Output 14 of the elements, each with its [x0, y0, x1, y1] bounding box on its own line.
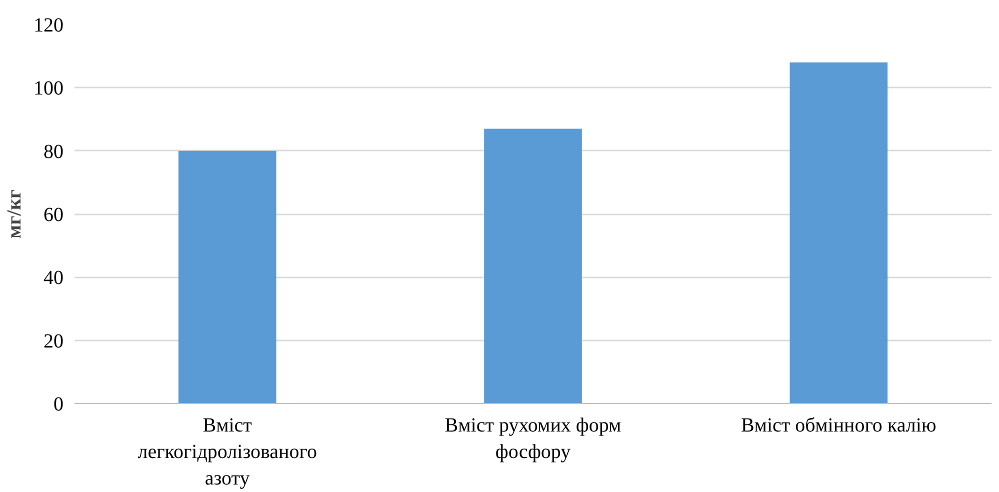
bar: [484, 128, 582, 404]
bar: [790, 62, 888, 404]
y-tick-label: 0: [54, 394, 64, 416]
y-tick-label: 80: [44, 140, 64, 163]
x-tick-label: Вміст рухомих форм фосфору: [444, 414, 622, 463]
x-tick-label: Вміст обмінного калію: [740, 414, 936, 436]
y-tick-label: 60: [44, 204, 64, 226]
bar: [178, 150, 276, 404]
y-tick-label: 120: [34, 14, 64, 36]
y-tick-label: 100: [34, 78, 64, 100]
y-tick-label: 40: [44, 267, 64, 290]
y-tick-label: 20: [44, 330, 64, 352]
x-tick-label: Вміст легкогідролізованого азоту: [138, 414, 317, 490]
y-axis-title: мг/кг: [4, 190, 26, 238]
